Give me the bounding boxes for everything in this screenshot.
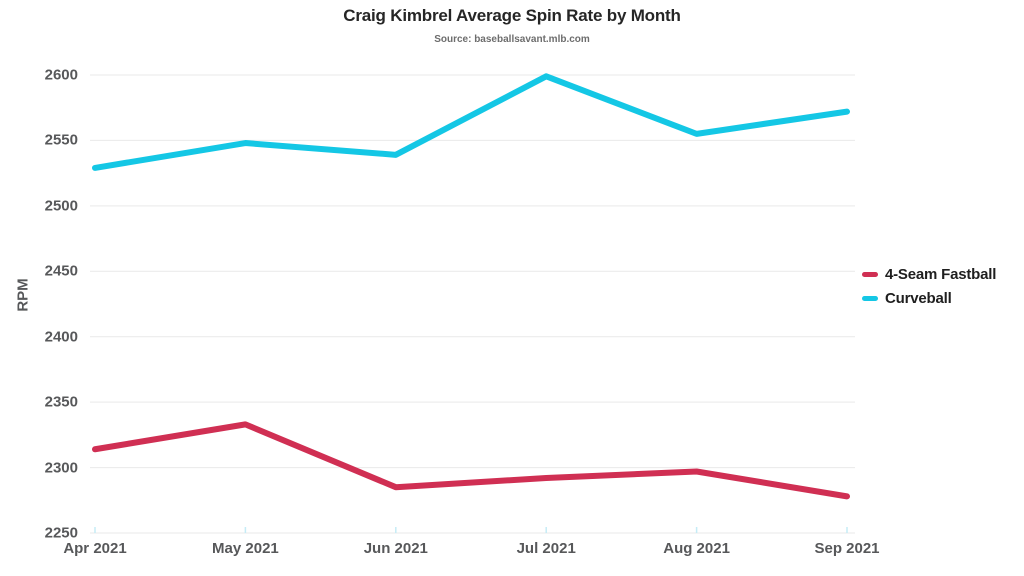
y-tick-label: 2450	[44, 262, 78, 280]
y-tick-label: 2300	[44, 459, 78, 477]
y-tick-label: 2550	[44, 131, 78, 149]
legend: 4-Seam Fastball Curveball	[862, 263, 996, 309]
x-tick-label: Aug 2021	[663, 540, 730, 557]
x-tick-label: May 2021	[212, 540, 279, 557]
series-line-curveball	[92, 73, 850, 171]
legend-item-curveball: Curveball	[862, 287, 996, 309]
y-tick-label: 2350	[44, 393, 78, 411]
x-tick-label: Sep 2021	[814, 540, 880, 557]
legend-swatch	[862, 295, 878, 301]
chart-subtitle: Source: baseballsavant.mlb.com	[434, 34, 590, 45]
y-tick-label: 2400	[44, 328, 78, 346]
legend-label: Curveball	[885, 289, 952, 307]
legend-item-4-seam-fastball: 4-Seam Fastball	[862, 263, 996, 285]
y-tick-label: 2500	[44, 197, 78, 215]
x-tick-label: Apr 2021	[63, 540, 127, 557]
x-tick-label: Jun 2021	[363, 540, 428, 557]
x-tick-label: Jul 2021	[516, 540, 576, 557]
legend-swatch	[862, 271, 878, 277]
y-tick-label: 2250	[44, 524, 78, 542]
y-axis-title: RPM	[14, 278, 32, 312]
legend-label: 4-Seam Fastball	[885, 265, 997, 283]
series-line-4-seam-fastball	[92, 421, 850, 500]
chart-title: Craig Kimbrel Average Spin Rate by Month	[343, 6, 681, 25]
y-tick-label: 2600	[44, 66, 78, 84]
